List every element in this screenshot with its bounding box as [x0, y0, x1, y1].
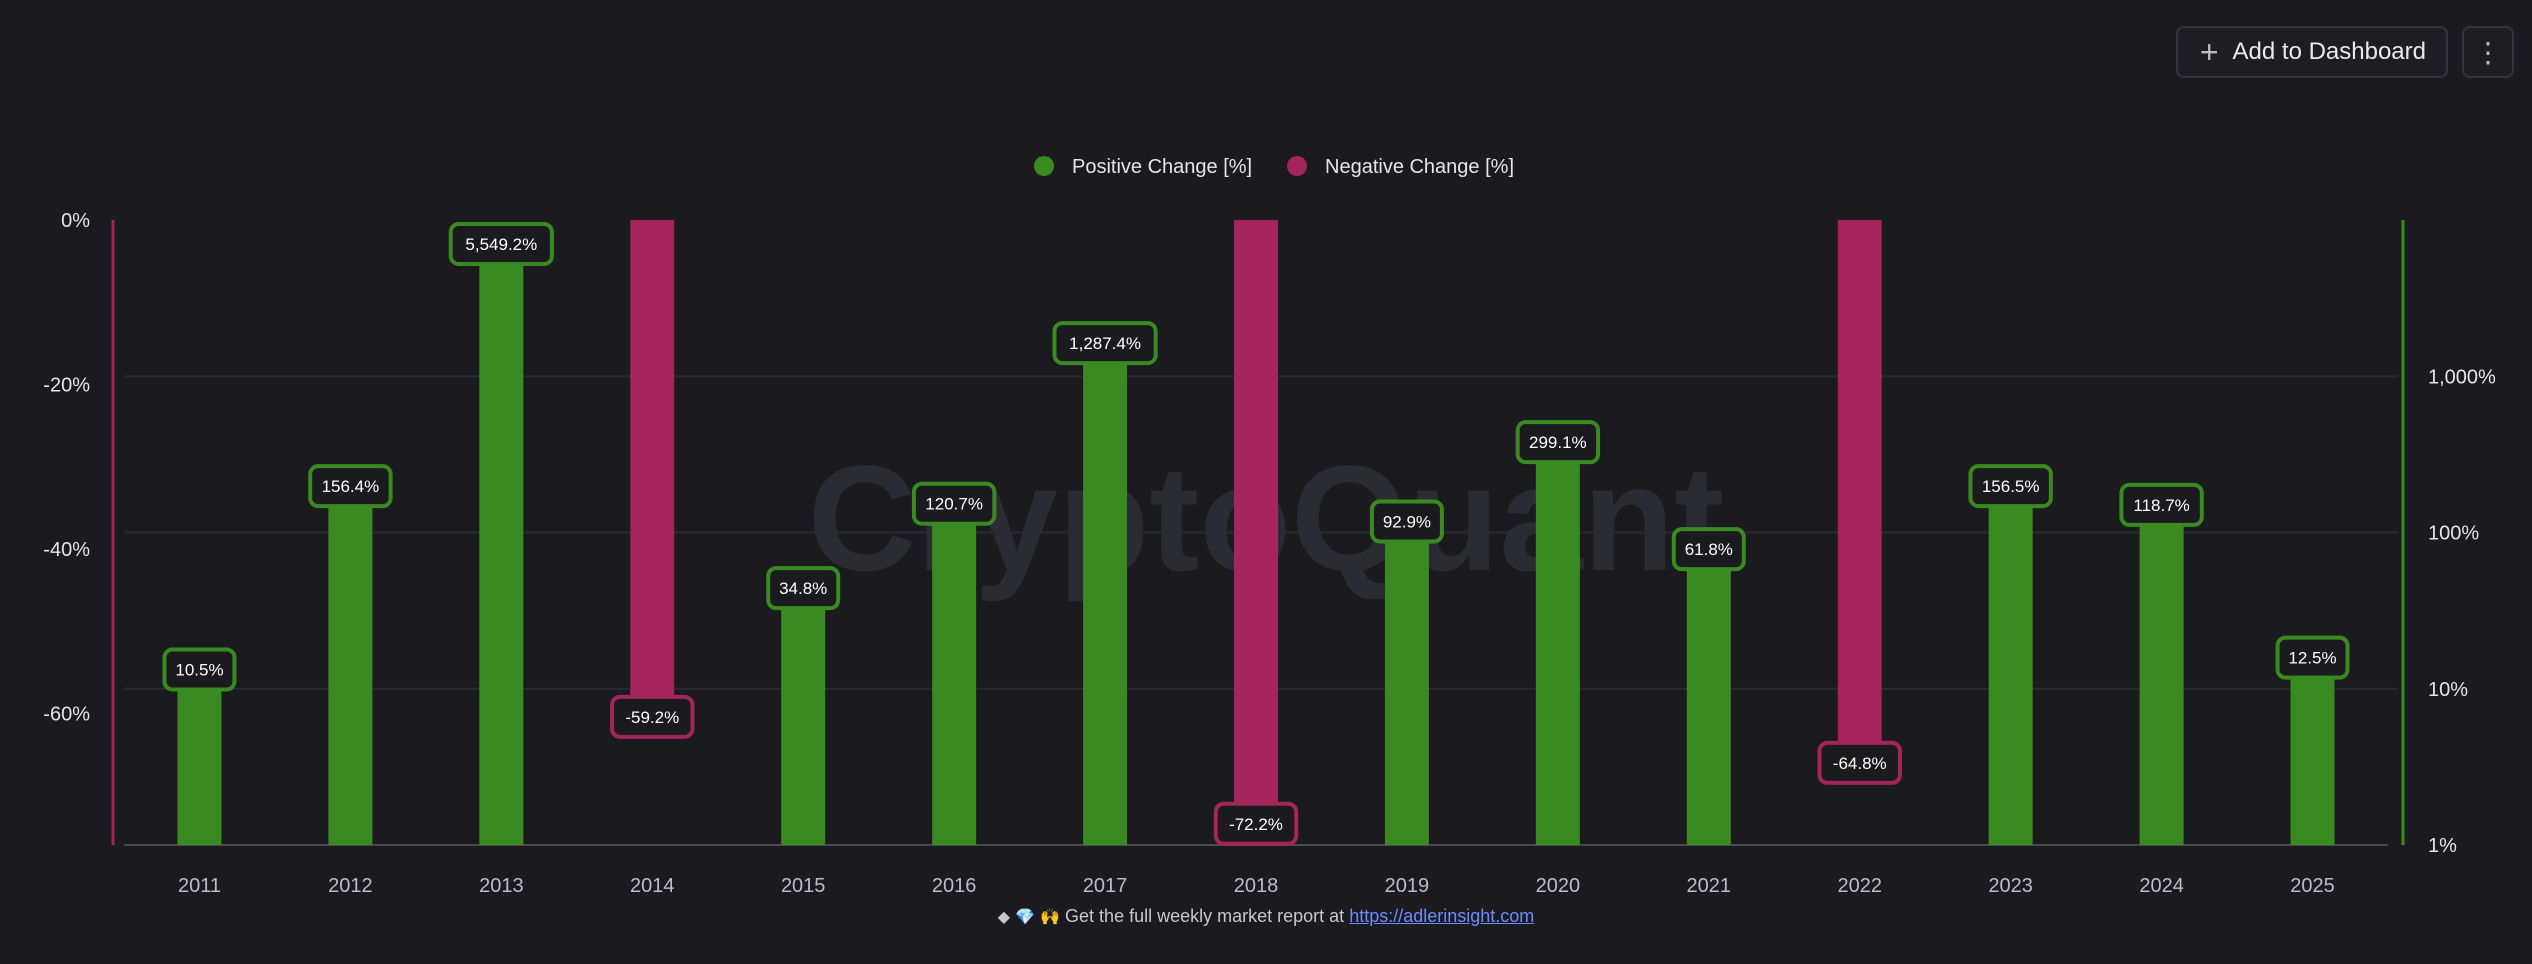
- footer: ◆ 💎 🙌 Get the full weekly market report …: [0, 906, 2532, 927]
- right-axis-tick-label: 100%: [2428, 523, 2479, 545]
- legend-label-positive: Positive Change [%]: [1072, 156, 1252, 178]
- positive-bar: [2139, 520, 2184, 845]
- positive-data-label: 120.7%: [925, 495, 983, 514]
- x-axis-tick-label: 2013: [479, 875, 524, 897]
- positive-data-label: 299.1%: [1529, 433, 1587, 452]
- positive-bar: [2290, 673, 2335, 845]
- positive-data-label: 1,287.4%: [1069, 334, 1141, 353]
- negative-data-label: -72.2%: [1229, 815, 1283, 834]
- left-axis-tick-label: -20%: [43, 374, 90, 396]
- legend-marker-negative: [1287, 156, 1307, 176]
- positive-data-label: 118.7%: [2133, 496, 2189, 515]
- left-axis-tick-label: 0%: [61, 210, 90, 232]
- negative-data-label: -64.8%: [1833, 754, 1887, 773]
- add-to-dashboard-button[interactable]: + Add to Dashboard: [2175, 26, 2448, 78]
- right-axis-tick-label: 1,000%: [2428, 366, 2496, 388]
- positive-data-label-box: [1515, 420, 1601, 465]
- negative-bar: [1234, 220, 1278, 814]
- positive-data-label-box: [1052, 321, 1158, 366]
- footer-emoji-icons: ◆ 💎 🙌: [997, 907, 1061, 926]
- positive-bar: [1384, 537, 1429, 845]
- x-axis-tick-label: 2011: [178, 875, 221, 897]
- positive-bar: [932, 519, 977, 845]
- footer-text: Get the full weekly market report at: [1065, 906, 1345, 926]
- positive-data-label-box: [2119, 482, 2204, 527]
- positive-data-label-box: [1968, 464, 2053, 509]
- positive-bar: [781, 604, 826, 845]
- negative-data-label-box: [610, 694, 695, 739]
- x-axis-tick-label: 2023: [1988, 875, 2033, 897]
- x-axis-tick-label: 2016: [932, 875, 977, 897]
- toolbar: + Add to Dashboard ⋮: [2175, 26, 2514, 78]
- positive-data-label-box: [162, 647, 237, 692]
- positive-data-label: 156.4%: [322, 477, 380, 496]
- x-axis-tick-label: 2019: [1385, 875, 1430, 897]
- left-axis-tick-label: -60%: [43, 703, 90, 725]
- add-to-dashboard-label: Add to Dashboard: [2232, 38, 2426, 65]
- x-axis-tick-label: 2022: [1837, 875, 1882, 897]
- positive-data-label: 34.8%: [779, 579, 827, 598]
- right-axis-tick-label: 1%: [2428, 835, 2457, 857]
- positive-data-label: 92.9%: [1383, 512, 1431, 531]
- positive-bar: [328, 502, 373, 845]
- positive-bar: [1083, 359, 1128, 845]
- positive-data-label-box: [766, 566, 841, 611]
- positive-data-label: 12.5%: [2288, 649, 2336, 668]
- more-vertical-icon: ⋮: [2474, 36, 2502, 68]
- plus-icon: +: [2199, 34, 2219, 70]
- positive-bar: [1535, 458, 1580, 845]
- bar-chart: CryptoQuant0%-20%-40%-60%1%10%100%1,000%…: [43, 156, 2496, 897]
- legend-label-negative: Negative Change [%]: [1325, 156, 1514, 178]
- x-axis-tick-label: 2015: [781, 875, 826, 897]
- positive-data-label: 156.5%: [1982, 477, 2040, 496]
- left-axis-tick-label: -40%: [43, 539, 90, 561]
- positive-data-label-box: [1369, 499, 1444, 544]
- x-axis-tick-label: 2017: [1083, 875, 1128, 897]
- positive-data-label: 61.8%: [1685, 540, 1733, 559]
- negative-bar: [1837, 220, 1882, 753]
- x-axis-tick-label: 2025: [2290, 875, 2335, 897]
- positive-data-label-box: [1671, 527, 1746, 572]
- positive-data-label: 5,549.2%: [465, 235, 537, 254]
- positive-data-label: 10.5%: [175, 660, 223, 679]
- x-axis-tick-label: 2014: [630, 875, 675, 897]
- negative-bar: [630, 220, 675, 707]
- positive-bar: [479, 259, 524, 845]
- positive-data-label-box: [448, 221, 554, 266]
- positive-bar: [1686, 565, 1731, 845]
- footer-link[interactable]: https://adlerinsight.com: [1349, 906, 1535, 926]
- positive-data-label-box: [911, 481, 997, 526]
- positive-data-label-box: [308, 464, 393, 509]
- negative-data-label: -59.2%: [625, 708, 679, 727]
- x-axis-tick-label: 2018: [1234, 875, 1279, 897]
- positive-bar: [1988, 502, 2033, 845]
- negative-data-label-box: [1817, 740, 1902, 785]
- positive-bar: [177, 685, 222, 845]
- x-axis-tick-label: 2020: [1536, 875, 1581, 897]
- x-axis-tick-label: 2012: [328, 875, 373, 897]
- positive-data-label-box: [2275, 635, 2350, 680]
- negative-data-label-box: [1213, 801, 1299, 846]
- x-axis-tick-label: 2024: [2139, 875, 2184, 897]
- x-axis-tick-label: 2021: [1687, 875, 1732, 897]
- more-options-button[interactable]: ⋮: [2462, 26, 2514, 78]
- right-axis-tick-label: 10%: [2428, 679, 2468, 701]
- legend-marker-positive: [1034, 156, 1054, 176]
